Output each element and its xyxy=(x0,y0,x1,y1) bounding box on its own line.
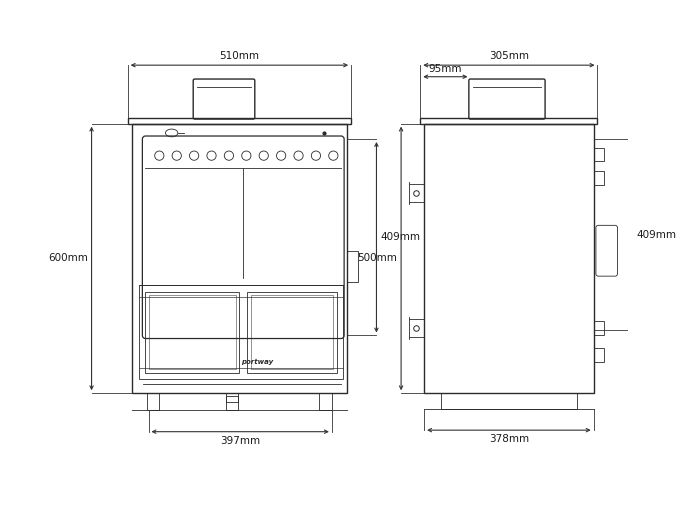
Bar xyxy=(347,251,358,282)
Bar xyxy=(251,295,333,369)
Text: 305mm: 305mm xyxy=(489,51,529,61)
Bar xyxy=(420,118,597,124)
Bar xyxy=(225,396,238,403)
Bar xyxy=(132,124,347,393)
Bar xyxy=(424,124,594,393)
Bar xyxy=(149,295,235,369)
Text: portway: portway xyxy=(241,359,273,365)
Text: 378mm: 378mm xyxy=(489,434,529,444)
Bar xyxy=(594,148,603,161)
Bar xyxy=(319,393,332,410)
Text: 510mm: 510mm xyxy=(219,51,260,61)
Bar xyxy=(594,321,603,335)
Bar xyxy=(146,292,239,373)
Bar xyxy=(139,285,343,379)
Bar xyxy=(594,171,603,184)
Bar xyxy=(147,393,160,410)
Bar xyxy=(594,348,603,362)
Bar xyxy=(225,393,238,410)
Text: 409mm: 409mm xyxy=(380,233,420,242)
Bar xyxy=(247,292,337,373)
Text: 397mm: 397mm xyxy=(220,435,260,446)
Bar xyxy=(127,118,351,124)
Text: 600mm: 600mm xyxy=(48,253,88,264)
Text: 409mm: 409mm xyxy=(636,229,676,240)
Text: 95mm: 95mm xyxy=(428,64,462,74)
Text: 500mm: 500mm xyxy=(358,253,397,264)
